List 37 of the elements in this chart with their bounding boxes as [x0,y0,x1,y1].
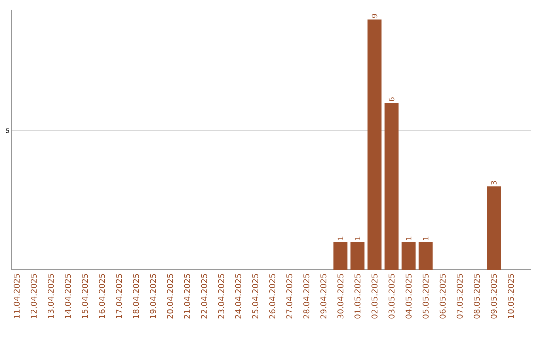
bar [368,20,382,270]
bar [487,186,502,270]
x-tick-label: 18.04.2025 [133,274,140,318]
bar [350,242,365,270]
x-tick-label: 25.04.2025 [252,274,259,319]
x-tick-label: 08.05.2025 [474,274,480,319]
x-tick-label: 07.05.2025 [456,274,463,319]
x-tick-label: 04.05.2025 [406,274,412,319]
bar [334,242,348,270]
bar [418,242,433,270]
x-tick-label: 21.04.2025 [184,274,190,319]
x-tick-label: 27.04.2025 [286,274,293,319]
x-tick-label: 26.04.2025 [269,274,276,319]
x-tick-label: 02.05.2025 [372,274,378,319]
x-tick-label: 16.04.2025 [99,274,106,318]
x-tick-label: 22.04.2025 [201,274,208,319]
x-tick-label: 06.05.2025 [440,274,446,319]
x-tick-label: 10.05.2025 [508,274,514,318]
x-tick-label: 13.04.2025 [48,274,54,318]
x-tick-label: 19.04.2025 [150,274,156,318]
x-tick-label: 14.04.2025 [65,274,72,318]
x-tick-label: 28.04.2025 [304,274,310,319]
bar [384,103,399,270]
x-tick-label: 11.04.2025 [14,274,20,318]
x-tick-label: 05.05.2025 [422,274,429,319]
x-tick-label: 29.04.2025 [320,274,327,319]
bar [402,242,416,270]
x-tick-label: 01.05.2025 [354,274,361,319]
x-tick-label: 30.04.2025 [338,274,344,319]
x-tick-label: 15.04.2025 [82,274,88,318]
x-tick-label: 12.04.2025 [30,274,38,318]
x-tick-label: 03.05.2025 [388,274,395,319]
x-tick-label: 20.04.2025 [167,274,174,319]
x-tick-label: 24.04.2025 [235,274,242,319]
x-tick-label: 09.05.2025 [491,274,498,319]
x-tick-label: 17.04.2025 [116,274,122,318]
x-tick-label: 23.04.2025 [218,274,224,319]
